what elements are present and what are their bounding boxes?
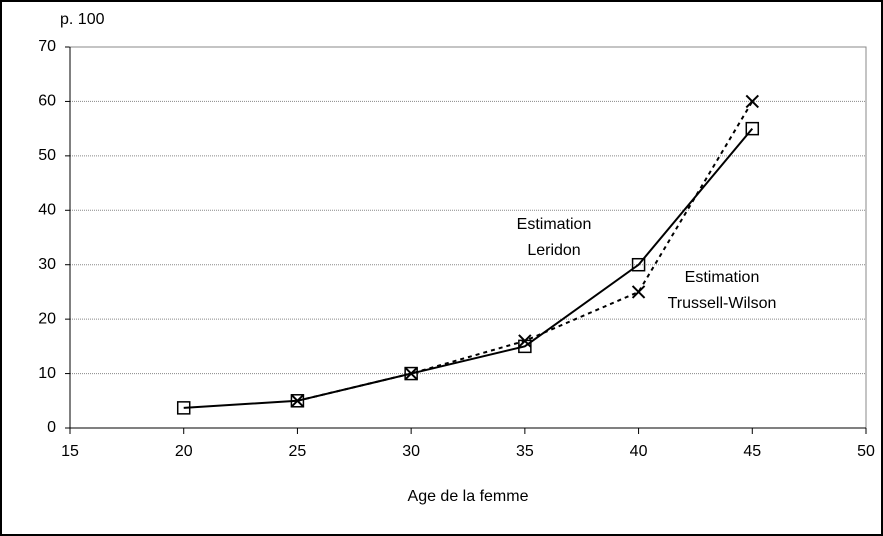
marker-cross [404, 366, 418, 381]
y-tick-label: 50 [38, 147, 56, 164]
marker-square [631, 257, 646, 272]
y-tick-label: 40 [38, 202, 56, 219]
x-tick-label: 20 [175, 443, 193, 460]
x-tick-label: 40 [630, 443, 648, 460]
series-line [297, 100, 754, 402]
series-line [183, 128, 754, 409]
y-tick-label: 30 [38, 256, 56, 273]
marker-square [290, 394, 305, 408]
marker-square [745, 121, 760, 136]
plot-area [69, 46, 867, 429]
y-tick-label: 0 [47, 419, 56, 436]
x-axis-label: Age de la femme [408, 488, 529, 505]
marker-cross [745, 94, 759, 109]
annotation: Leridon [527, 242, 580, 259]
marker-square [404, 366, 418, 381]
marker-cross [518, 334, 532, 348]
x-tick-label: 35 [516, 443, 534, 460]
marker-square [176, 401, 191, 415]
annotation: Estimation [517, 216, 592, 233]
annotation: Trussell-Wilson [668, 295, 777, 312]
marker-cross [631, 285, 646, 299]
x-tick-label: 30 [402, 443, 420, 460]
x-tick-label: 45 [743, 443, 761, 460]
y-tick-label: 10 [38, 365, 56, 382]
annotation: Estimation [685, 269, 760, 286]
x-tick-label: 50 [857, 443, 875, 460]
x-tick-label: 25 [289, 443, 307, 460]
y-tick-label: 20 [38, 310, 56, 327]
y-unit-label: p. 100 [60, 11, 105, 28]
marker-cross [290, 394, 305, 408]
x-tick-label: 15 [61, 443, 79, 460]
y-tick-label: 70 [38, 38, 56, 55]
y-tick-label: 60 [38, 93, 56, 110]
